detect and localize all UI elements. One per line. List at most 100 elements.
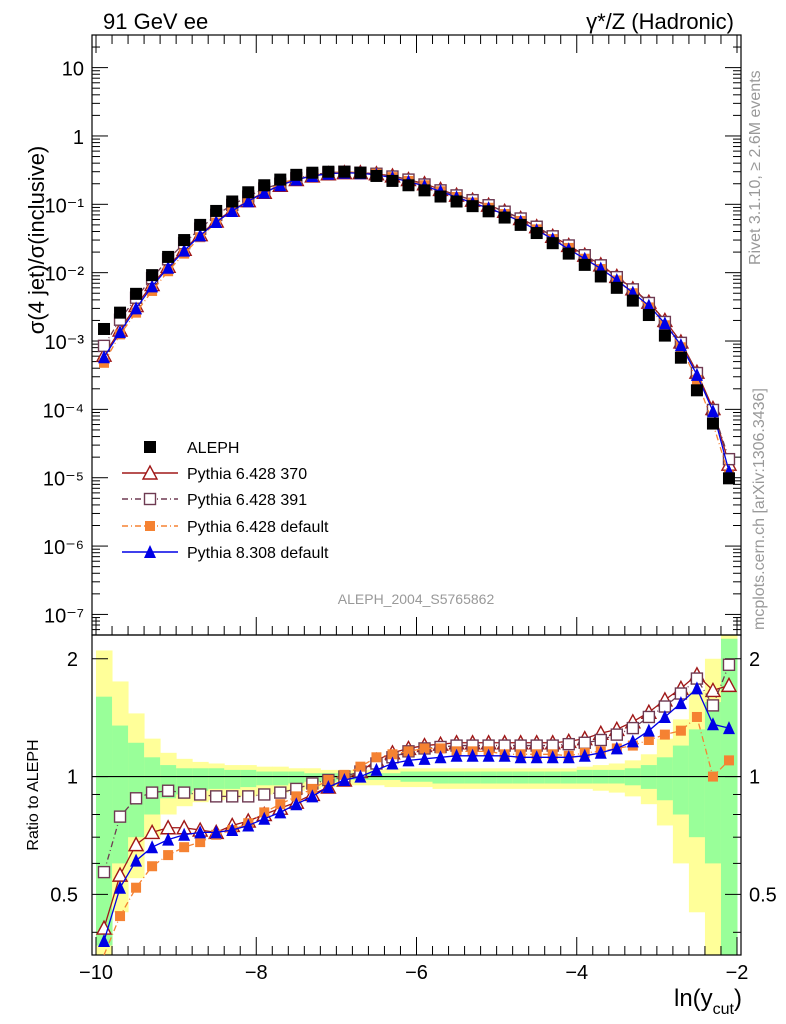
band-inner-bin bbox=[208, 768, 225, 789]
main-y-tick-label: 10 bbox=[62, 59, 84, 81]
band-inner-bin bbox=[496, 771, 514, 784]
data-point-aleph bbox=[114, 306, 127, 319]
data-point-aleph bbox=[658, 329, 671, 342]
data-point-aleph bbox=[144, 441, 156, 453]
main-series bbox=[95, 164, 738, 485]
point-pythia6-default bbox=[419, 743, 430, 754]
analysis-label: ALEPH_2004_S5765862 bbox=[338, 591, 495, 607]
point-pythia6-391 bbox=[610, 728, 624, 741]
point-pythia8-default bbox=[706, 404, 719, 418]
point-pythia8-default bbox=[242, 818, 255, 832]
point-pythia8-default bbox=[562, 750, 575, 764]
ratio-y-tick-label-right: 1 bbox=[749, 767, 760, 789]
point-pythia6-default bbox=[131, 882, 142, 893]
line-pythia6-default bbox=[103, 715, 730, 956]
point-pythia8-default bbox=[162, 832, 175, 846]
data-point-aleph bbox=[274, 173, 287, 186]
data-point-aleph bbox=[162, 250, 175, 263]
point-pythia8-default bbox=[146, 840, 159, 854]
point-pythia6-default bbox=[675, 725, 686, 736]
point-pythia8-default bbox=[194, 825, 207, 839]
point-pythia8-default bbox=[210, 215, 223, 229]
data-point-aleph bbox=[674, 351, 687, 364]
legend: ALEPH Pythia 6.428 370 Pythia 6.428 391 Pyt… bbox=[122, 440, 329, 562]
point-pythia8-default bbox=[674, 696, 687, 710]
data-point-aleph bbox=[466, 200, 479, 213]
point-pythia8-default bbox=[690, 367, 703, 381]
point-pythia8-default bbox=[114, 325, 127, 339]
point-pythia8-default bbox=[146, 279, 159, 293]
point-pythia8-default bbox=[578, 748, 591, 762]
point-pythia6-391 bbox=[209, 790, 223, 803]
point-pythia6-default bbox=[323, 774, 334, 785]
point-pythia6-370 bbox=[127, 836, 145, 852]
point-pythia6-370 bbox=[704, 681, 722, 698]
point-pythia8-default bbox=[226, 823, 239, 837]
point-pythia8-default bbox=[162, 260, 175, 274]
point-pythia6-391 bbox=[145, 786, 159, 799]
data-point-aleph bbox=[402, 179, 415, 192]
point-pythia8-default bbox=[258, 811, 271, 825]
data-point-aleph bbox=[722, 472, 735, 485]
point-pythia8-default bbox=[514, 750, 527, 764]
data-point-aleph bbox=[482, 205, 495, 218]
point-pythia6-391 bbox=[226, 790, 239, 803]
point-pythia6-391 bbox=[97, 865, 111, 879]
ratio-y-tick-label-right: 0.5 bbox=[749, 884, 777, 906]
x-tick-label: −10 bbox=[79, 962, 113, 984]
point-pythia6-391 bbox=[242, 790, 255, 803]
main-y-tick-label: 10⁻⁶ bbox=[43, 537, 84, 559]
data-point-aleph bbox=[562, 247, 575, 260]
point-pythia8-default bbox=[258, 185, 271, 199]
point-pythia8-default bbox=[274, 805, 287, 819]
point-pythia8-default bbox=[690, 681, 703, 695]
point-pythia6-370 bbox=[141, 464, 159, 480]
point-pythia8-default bbox=[466, 748, 479, 762]
point-pythia8-default bbox=[626, 734, 639, 748]
point-pythia6-default bbox=[691, 711, 702, 722]
header-left: 91 GeV ee bbox=[103, 9, 208, 34]
legend-label: Pythia 6.428 370 bbox=[187, 466, 307, 483]
band-inner-bin bbox=[144, 757, 161, 815]
band-inner-bin bbox=[688, 729, 706, 838]
data-point-aleph bbox=[690, 384, 703, 397]
point-pythia6-default bbox=[371, 752, 382, 763]
point-pythia6-default bbox=[355, 761, 366, 772]
line-pythia6-370 bbox=[103, 673, 730, 929]
point-pythia8-default bbox=[450, 748, 463, 762]
band-inner-bin bbox=[672, 745, 690, 815]
point-pythia8-default bbox=[306, 789, 319, 803]
point-pythia8-default bbox=[402, 753, 415, 767]
point-pythia8-default bbox=[144, 545, 156, 558]
header-right: γ*/Z (Hadronic) bbox=[586, 9, 734, 34]
x-axis-title-sub: cut bbox=[713, 1001, 735, 1018]
band-inner-bin bbox=[544, 771, 562, 784]
point-pythia6-default bbox=[659, 729, 670, 740]
legend-label: Pythia 6.428 default bbox=[187, 519, 329, 536]
point-pythia6-default bbox=[179, 842, 190, 853]
band-inner-bin bbox=[432, 771, 450, 784]
x-tick-label: −8 bbox=[245, 962, 268, 984]
main-y-tick-label: 10⁻³ bbox=[45, 332, 85, 354]
data-point-aleph bbox=[338, 165, 351, 178]
main-y-tick-label: 10⁻⁵ bbox=[43, 469, 84, 491]
axes: 10⁻⁷ 10⁻⁶ 10⁻⁵ 10⁻⁴ 10⁻³ 10⁻² 10⁻¹ 1 10 0.5 0.5 1 1 2… bbox=[43, 34, 777, 984]
point-pythia6-default bbox=[387, 749, 398, 760]
band-inner-bin bbox=[464, 771, 482, 784]
band-inner-bin bbox=[656, 757, 674, 801]
point-pythia8-default bbox=[130, 853, 143, 867]
line-pythia6-391 bbox=[103, 171, 730, 460]
x-axis-title-close: ) bbox=[734, 985, 742, 1012]
point-pythia6-370 bbox=[143, 823, 161, 840]
point-pythia8-default bbox=[530, 750, 543, 764]
data-point-aleph bbox=[530, 227, 543, 240]
ratio-series bbox=[95, 658, 738, 956]
point-pythia6-391 bbox=[594, 733, 607, 747]
main-y-tick-label: 10⁻² bbox=[45, 264, 85, 286]
ratio-ylabel: Ratio to ALEPH bbox=[25, 739, 42, 850]
data-point-aleph bbox=[130, 287, 143, 300]
point-pythia6-391 bbox=[193, 788, 207, 801]
mcplots-label: mcplots.cern.ch [arXiv:1306.3436] bbox=[751, 388, 768, 630]
data-point-aleph bbox=[450, 195, 463, 208]
point-pythia8-default bbox=[658, 709, 671, 723]
